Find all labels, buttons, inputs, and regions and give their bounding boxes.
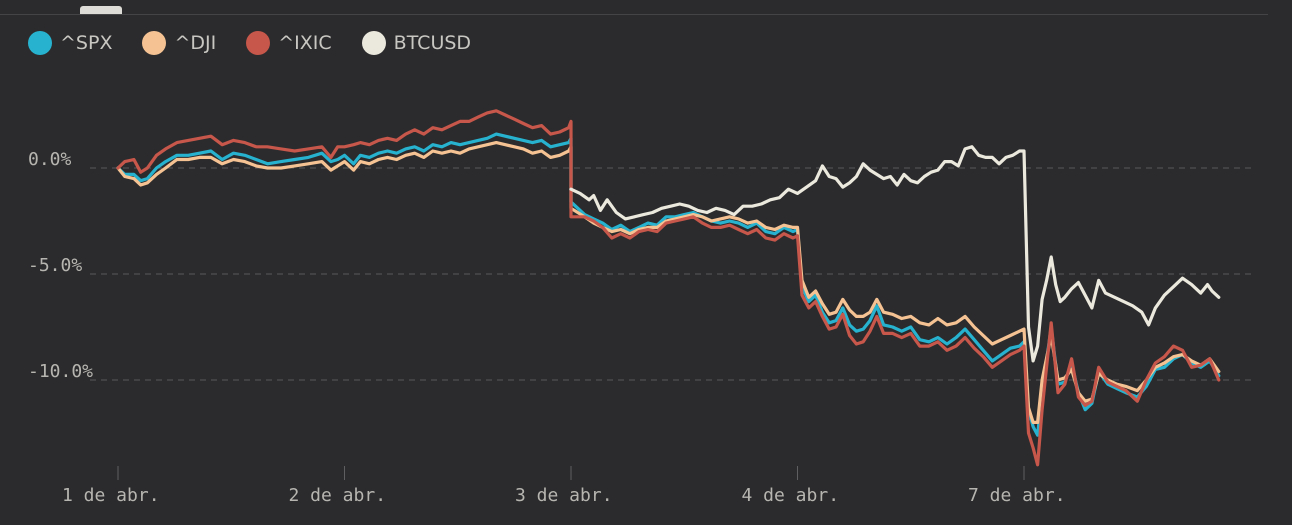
series-line-btcusd <box>569 145 1221 363</box>
legend-item-btcusd[interactable]: BTCUSD <box>361 31 472 55</box>
y-tick-label: -5.0% <box>28 255 82 276</box>
top-divider <box>0 14 1268 15</box>
tab-indicator <box>80 6 122 14</box>
legend-label-spx: ^SPX <box>60 32 113 54</box>
x-tick-label: 3 de abr. <box>515 485 613 506</box>
legend: ^SPX ^DJI ^IXIC BTCUSD <box>28 30 501 56</box>
series-line-spx <box>116 132 1221 437</box>
x-tick-label: 4 de abr. <box>742 485 840 506</box>
series-line-ixic <box>116 109 1221 467</box>
legend-dot-spx <box>28 31 52 55</box>
x-tick-label: 7 de abr. <box>968 485 1066 506</box>
legend-dot-btcusd <box>361 31 386 55</box>
legend-label-ixic: ^IXIC <box>278 32 332 54</box>
y-tick-label: 0.0% <box>28 149 72 170</box>
legend-dot-dji <box>142 31 167 55</box>
legend-item-ixic[interactable]: ^IXIC <box>246 31 332 55</box>
x-tick-label: 2 de abr. <box>289 485 387 506</box>
x-tick-label: 1 de abr. <box>62 485 160 506</box>
legend-dot-ixic <box>246 31 271 55</box>
legend-item-dji[interactable]: ^DJI <box>142 31 216 55</box>
legend-label-btcusd: BTCUSD <box>393 32 472 54</box>
series-line-dji <box>116 141 1221 424</box>
legend-label-dji: ^DJI <box>174 32 217 54</box>
legend-item-spx[interactable]: ^SPX <box>28 31 112 55</box>
y-tick-label: -10.0% <box>28 361 93 382</box>
